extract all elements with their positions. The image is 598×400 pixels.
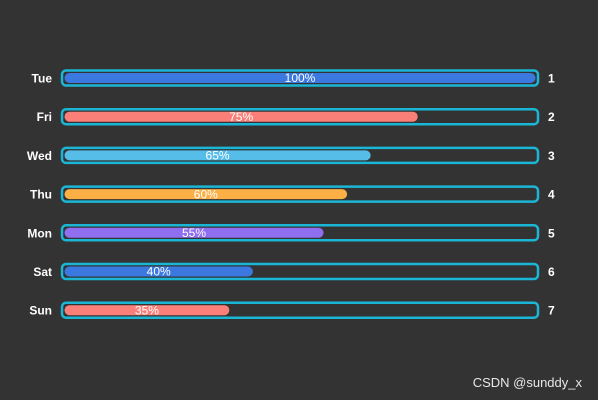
bar-frame	[60, 146, 540, 165]
bar	[64, 266, 253, 277]
value-label: 75%	[229, 110, 253, 124]
category-label: Fri	[37, 110, 52, 124]
rank-label: 2	[548, 110, 555, 124]
value-label: 55%	[182, 226, 206, 240]
bar-frame	[60, 107, 540, 126]
bar-frame	[60, 224, 540, 242]
value-label: 60%	[194, 187, 218, 201]
category-label: Wed	[27, 149, 52, 163]
rank-label: 3	[548, 149, 555, 163]
value-label: 65%	[206, 149, 230, 163]
rank-label: 6	[548, 265, 555, 279]
rank-label: 7	[548, 304, 555, 318]
category-label: Mon	[27, 226, 52, 240]
value-label: 100%	[285, 71, 316, 85]
category-label: Thu	[30, 188, 52, 202]
bar	[64, 73, 536, 83]
bar	[64, 227, 324, 238]
bar	[64, 150, 371, 161]
bar-frame	[60, 301, 540, 319]
category-label: Tue	[32, 72, 53, 86]
category-label: Sun	[29, 304, 52, 318]
bar	[64, 111, 418, 122]
value-label: 35%	[135, 303, 159, 317]
bar-frame	[60, 69, 540, 87]
bar-frame	[60, 185, 540, 203]
rank-label: 4	[548, 188, 555, 202]
value-label: 40%	[147, 265, 171, 279]
rank-label: 1	[548, 72, 555, 86]
bar	[64, 305, 230, 316]
bar-frame	[60, 262, 540, 281]
category-label: Sat	[33, 265, 52, 279]
rank-label: 5	[548, 226, 555, 240]
bar	[64, 189, 348, 200]
watermark: CSDN @sunddy_x	[472, 375, 582, 390]
